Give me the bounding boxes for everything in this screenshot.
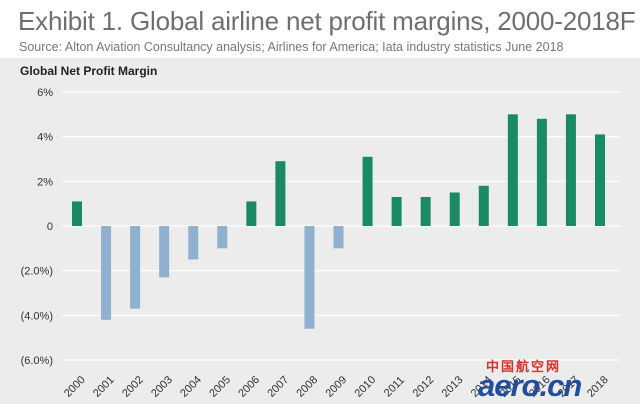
x-tick-label: 2007 xyxy=(265,374,291,400)
x-tick-label: 2010 xyxy=(353,374,379,400)
x-tick-label: 2009 xyxy=(323,374,349,400)
bar-2017 xyxy=(565,114,576,226)
chart-title: Exhibit 1. Global airline net profit mar… xyxy=(18,6,636,36)
y-tick-label: (6.0%) xyxy=(21,355,53,367)
y-tick-label: 6% xyxy=(37,87,53,99)
bar-2001 xyxy=(101,226,112,320)
watermark-chinese-text: 中国航空网 xyxy=(486,359,562,374)
x-tick-label: 2011 xyxy=(382,374,407,399)
bars xyxy=(72,114,605,329)
bar-2014 xyxy=(478,185,489,226)
bar-2012 xyxy=(420,196,431,226)
bar-2013 xyxy=(449,192,460,226)
bar-2016 xyxy=(536,118,547,226)
watermark-logo: 中国航空网 aero.cn xyxy=(478,356,638,403)
y-axis-label: Global Net Profit Margin xyxy=(20,64,158,78)
y-tick-label: 2% xyxy=(37,176,53,188)
x-tick-label: 2006 xyxy=(236,374,262,400)
x-tick-label: 2013 xyxy=(440,374,466,400)
x-tick-label: 2005 xyxy=(207,374,233,400)
bar-2011 xyxy=(391,196,402,226)
x-tick-label: 2012 xyxy=(411,374,437,400)
x-tick-label: 2003 xyxy=(149,374,175,400)
y-tick-labels: 6% 4% 2% 0 (2.0%) (4.0%) (6.0%) xyxy=(21,87,54,367)
y-tick-label: (4.0%) xyxy=(21,310,53,322)
bar-2018 xyxy=(595,134,605,226)
x-tick-label: 2004 xyxy=(178,374,204,400)
x-tick-label: 2001 xyxy=(91,374,117,400)
y-tick-label: 4% xyxy=(37,132,53,144)
bar-2010 xyxy=(362,156,373,226)
bar-2015 xyxy=(507,114,518,226)
chart-subtitle: Source: Alton Aviation Consultancy analy… xyxy=(19,40,564,54)
watermark-brand-text: aero.cn xyxy=(478,368,582,403)
y-tick-label: 0 xyxy=(47,221,53,233)
y-tick-label: (2.0%) xyxy=(21,266,53,278)
x-tick-label: 2002 xyxy=(120,374,146,400)
bar-2008 xyxy=(304,226,315,329)
bar-2004 xyxy=(188,226,199,260)
bar-2002 xyxy=(130,226,141,309)
bar-2009 xyxy=(333,226,344,249)
bar-2003 xyxy=(159,226,170,278)
bar-2000 xyxy=(72,201,82,226)
bar-2005 xyxy=(217,226,228,249)
x-tick-label: 2008 xyxy=(294,374,320,400)
bar-2006 xyxy=(246,201,257,226)
bar-2007 xyxy=(275,161,286,226)
x-tick-label: 2000 xyxy=(62,374,88,400)
